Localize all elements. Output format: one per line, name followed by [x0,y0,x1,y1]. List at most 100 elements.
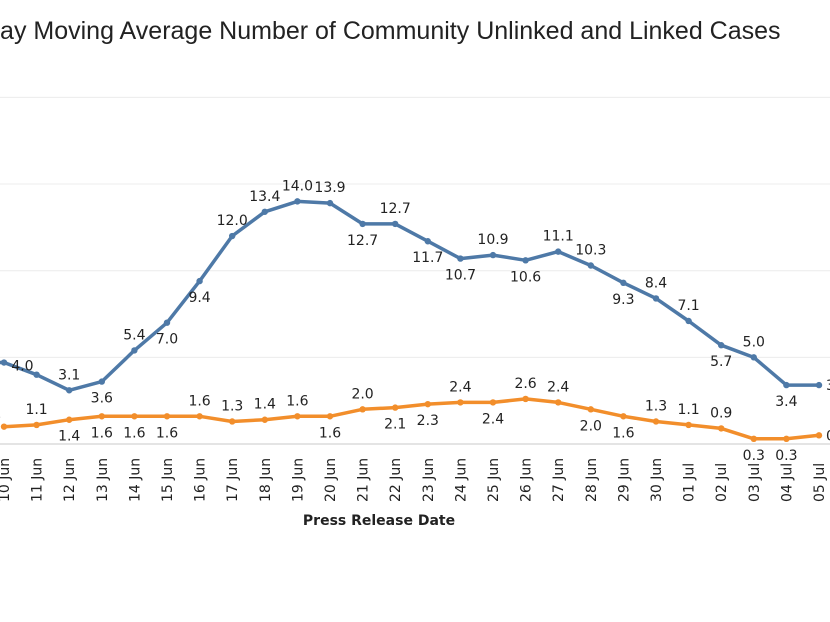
x-axis-title: Press Release Date [303,513,455,529]
data-point [424,400,431,408]
x-tick-label: 11 Jun [30,458,46,502]
data-point [131,413,138,420]
data-label: 3.6 [91,391,113,407]
x-tick-label: 17 Jun [225,458,241,502]
data-label: 0.9 [710,405,732,421]
data-label: 3.4 [775,394,797,410]
data-point [587,262,594,269]
data-point [783,381,790,389]
data-label: 1.6 [286,393,308,409]
data-label: 1.6 [188,393,210,409]
data-point [261,416,268,423]
x-tick-label: 30 Jun [649,458,665,502]
data-point [783,435,790,443]
data-point [457,399,464,406]
data-label: 10.3 [575,243,606,259]
data-label: 13.4 [249,189,280,205]
data-point [555,399,562,406]
data-label: 1.6 [123,425,145,441]
x-tick-label: 16 Jun [193,458,209,502]
data-point [587,406,594,413]
data-label: 10.7 [445,268,476,284]
data-label: 1.6 [91,425,113,441]
data-label: 12.0 [217,213,248,229]
data-point [685,421,692,429]
x-tick-label: 12 Jun [62,458,78,502]
data-label: 1.4 [58,429,80,445]
data-label: 1.1 [677,402,699,418]
data-label: 12.7 [380,201,411,217]
data-label: 2.0 [351,386,373,402]
data-point [718,342,725,349]
data-point [196,277,203,285]
x-tick-label: 18 Jun [258,458,274,502]
x-tick-label: 13 Jun [95,458,111,502]
data-label: 10.9 [477,232,508,248]
data-point [392,404,399,411]
data-label: 2.0 [580,418,602,434]
data-label: 1.6 [319,425,341,441]
data-point [750,354,757,361]
data-point [326,199,334,207]
gridlines [0,96,830,445]
data-label: 2.4 [449,379,471,395]
data-label: 0 [0,411,1,427]
x-tick-label: 26 Jun [519,458,535,502]
x-tick-label: 01 Jul [682,463,698,502]
data-point [98,413,106,420]
data-label: 3 [826,378,830,394]
series-points [0,198,823,443]
data-point [229,418,236,425]
data-point [229,232,236,240]
data-point [489,251,497,259]
data-point [522,395,529,403]
data-label: 4.0 [11,359,33,375]
data-point [392,220,399,228]
data-label: 1.6 [612,425,634,441]
data-point [131,347,138,354]
data-point [685,317,692,325]
data-label: 1.3 [221,398,243,414]
x-tick-label: 14 Jun [127,458,143,502]
x-tick-label: 19 Jun [290,458,306,502]
data-point [620,279,627,287]
series-line [2,397,821,441]
data-point [261,208,268,215]
data-label: 0 [826,428,830,444]
data-label: 5.4 [123,327,145,343]
data-point [359,406,366,413]
x-tick-label: 04 Jul [779,463,795,502]
x-tick-label: 28 Jun [584,458,600,502]
data-point [66,416,73,423]
data-point [33,421,40,429]
x-tick-label: 10 Jun [0,458,13,502]
data-label: 2.6 [514,376,536,392]
x-tick-label: 21 Jun [356,458,372,502]
data-labels: 74.03.13.65.47.09.412.013.414.013.912.71… [0,178,830,463]
data-label: 9.3 [612,292,634,308]
data-label: 9.4 [188,290,210,306]
x-tick-label: 20 Jun [323,458,339,502]
x-tick-label: 27 Jun [551,458,567,502]
x-tick-label: 22 Jun [388,458,404,502]
data-label: 1.1 [25,402,47,418]
data-point [555,248,562,255]
data-label: 5.0 [743,334,765,350]
data-point [66,387,73,394]
data-label: 2.4 [547,379,569,395]
data-label: 2.1 [384,417,406,433]
data-point [294,198,301,205]
data-point [750,435,757,443]
data-point [163,319,171,326]
data-label: 8.4 [645,275,667,291]
x-tick-label: 05 Jul [812,463,828,502]
data-label: 11.1 [543,229,574,245]
data-label: 13.9 [314,180,345,196]
x-tick-label: 29 Jun [616,458,632,502]
data-label: 1.3 [645,398,667,414]
data-point [294,413,301,420]
data-point [815,432,823,439]
data-point [326,413,334,420]
data-label: 3.1 [58,367,80,383]
